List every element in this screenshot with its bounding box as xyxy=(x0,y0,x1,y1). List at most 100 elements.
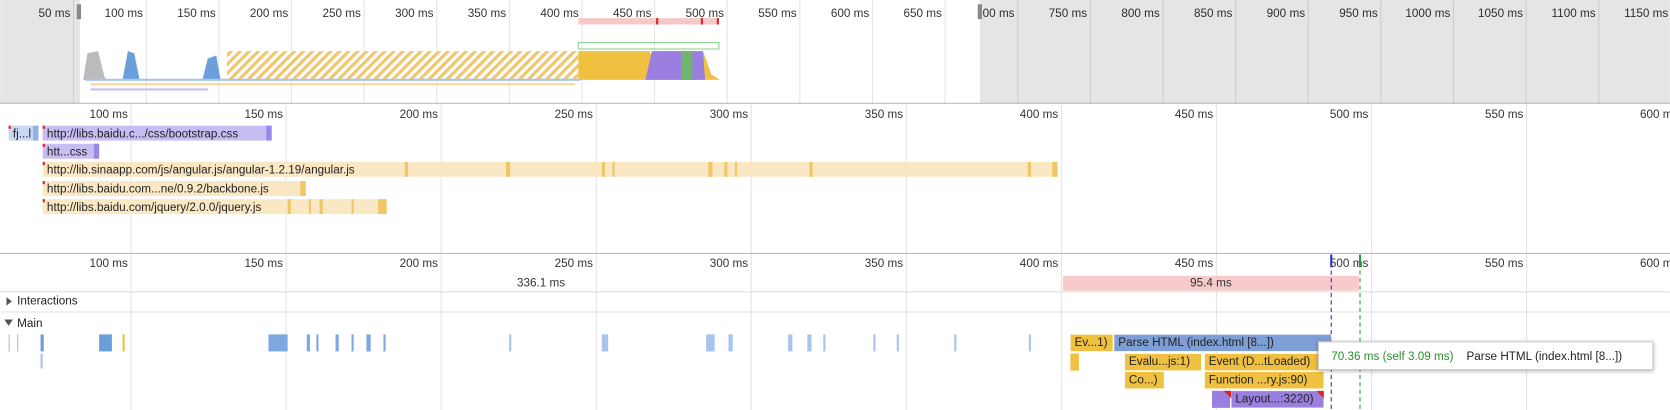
activity-stripe xyxy=(1027,161,1031,177)
cpu-script xyxy=(202,55,221,80)
request-label: http://libs.baidu.c.../css/bootstrap.css xyxy=(47,127,238,140)
request-bar[interactable] xyxy=(42,199,387,215)
tick-label: 650 ms xyxy=(904,7,943,20)
request-end xyxy=(33,125,39,141)
task-slice xyxy=(788,334,793,352)
cpu-hatched xyxy=(226,51,579,80)
event-slice[interactable] xyxy=(1070,334,1114,352)
task-slice xyxy=(383,334,386,352)
tick-label: 250 ms xyxy=(555,108,594,121)
event-slice[interactable] xyxy=(1204,371,1325,389)
dim-right xyxy=(979,0,1670,104)
tick-label: 450 ms xyxy=(1175,108,1214,121)
event-slice[interactable] xyxy=(1230,390,1325,409)
tick-label: 150 ms xyxy=(245,257,284,270)
duration-bar[interactable] xyxy=(1062,275,1359,291)
marker-head xyxy=(1358,254,1362,268)
request-label: htt...css xyxy=(47,145,87,158)
task-slice xyxy=(17,334,19,352)
event-slice[interactable] xyxy=(1124,371,1165,389)
cpu-script xyxy=(122,51,140,80)
request-bar[interactable] xyxy=(42,181,306,196)
activity-stripe xyxy=(351,199,354,215)
cpu-paint xyxy=(681,51,693,80)
task-slice xyxy=(351,334,354,352)
tick-label: 100 ms xyxy=(89,108,128,121)
tick-label: 200 ms xyxy=(250,7,289,20)
activity-stripe xyxy=(612,161,615,177)
tick-label: 550 ms xyxy=(758,7,797,20)
request-end xyxy=(93,143,100,159)
task-slice xyxy=(8,334,10,352)
marker xyxy=(700,18,703,25)
expand-arrow[interactable] xyxy=(6,297,12,306)
tick-label: 00 ms xyxy=(983,7,1015,20)
request-label: fj...l xyxy=(13,127,31,140)
tick-label: 850 ms xyxy=(1194,7,1233,20)
request-start xyxy=(42,199,45,203)
window-handle[interactable] xyxy=(977,4,982,20)
task-slice xyxy=(1070,353,1079,371)
request-end xyxy=(381,199,387,215)
request-start xyxy=(42,161,45,166)
activity-stripe xyxy=(308,199,312,215)
request-start xyxy=(8,125,11,129)
request-end xyxy=(266,125,272,141)
tick-label: 350 ms xyxy=(865,108,904,121)
tooltip-time: 70.36 ms (self 3.09 ms) xyxy=(1331,350,1453,363)
request-bar[interactable] xyxy=(8,125,39,141)
marker-head xyxy=(1330,254,1333,268)
tick-label: 500 ms xyxy=(1330,257,1369,270)
frame xyxy=(577,42,720,50)
tick-label: 150 ms xyxy=(245,108,284,121)
tick-label: 1100 ms xyxy=(1552,7,1596,20)
tick-label: 300 ms xyxy=(395,7,434,20)
event-slice[interactable] xyxy=(1124,353,1202,371)
task-slice xyxy=(896,334,899,352)
collapse-arrow[interactable] xyxy=(4,319,13,326)
request-end xyxy=(1052,161,1058,177)
event-label: Event (D...tLoaded) xyxy=(1209,355,1311,368)
duration-label: 336.1 ms xyxy=(517,276,565,289)
request-label: http://lib.sinaapp.com/js/angular.js/ang… xyxy=(47,163,355,176)
tick-label: 1000 ms xyxy=(1405,7,1450,20)
window-handle[interactable] xyxy=(76,4,82,20)
task-slice xyxy=(954,334,957,352)
task-slice xyxy=(601,334,609,352)
request-end xyxy=(300,181,306,196)
request-bar[interactable] xyxy=(42,125,272,141)
request-bar[interactable] xyxy=(42,143,100,159)
tick-label: 400 ms xyxy=(540,7,579,20)
activity-stripe xyxy=(809,161,813,177)
event-label: Parse HTML (index.html [8...]) xyxy=(1118,336,1274,349)
duration-label: 95.4 ms xyxy=(1190,276,1232,289)
cpu-render xyxy=(645,51,706,80)
tick-label: 1050 ms xyxy=(1478,7,1523,20)
track-title[interactable]: Interactions xyxy=(17,294,78,307)
task-slice xyxy=(335,334,339,352)
request-start xyxy=(42,143,45,147)
task-slice xyxy=(807,334,812,352)
event-label: Function ...ry.js:90) xyxy=(1209,373,1308,386)
tick-label: 200 ms xyxy=(400,257,439,270)
tick-label: 150 ms xyxy=(177,7,216,20)
tick-label: 550 ms xyxy=(1485,108,1524,121)
activity-stripe xyxy=(734,161,738,177)
dim-left xyxy=(0,0,80,104)
tick-label: 250 ms xyxy=(555,257,594,270)
task-slice xyxy=(706,334,715,352)
task-slice xyxy=(99,334,112,352)
activity-stripe xyxy=(404,161,408,177)
tick-label: 500 ms xyxy=(1330,108,1369,121)
activity-stripe xyxy=(601,161,605,177)
tick-label: 750 ms xyxy=(1049,7,1088,20)
tick-label: 1150 ms xyxy=(1624,7,1668,20)
tick-label: 200 ms xyxy=(400,108,439,121)
activity-stripe xyxy=(378,199,382,215)
request-bar[interactable] xyxy=(42,161,1058,177)
track-title[interactable]: Main xyxy=(17,317,42,330)
event-label: Ev...1) xyxy=(1075,336,1108,349)
activity-stripe xyxy=(319,199,323,215)
event-label: Evalu...js:1) xyxy=(1129,355,1190,368)
